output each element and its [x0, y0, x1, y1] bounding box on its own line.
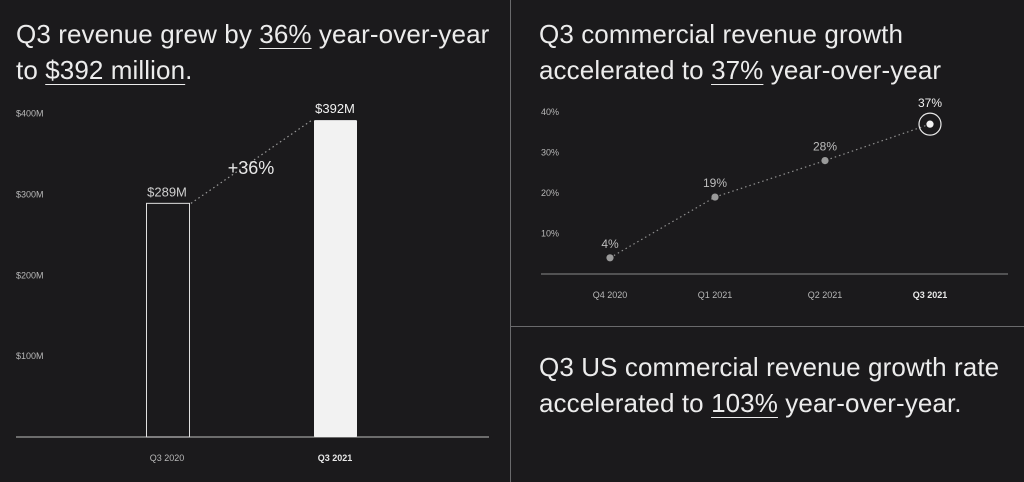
revenue-headline: Q3 revenue grew by 36% year-over-year to… [16, 16, 496, 88]
commercial-panel: Q3 commercial revenue growth accelerated… [511, 0, 1024, 326]
x-tick-label: Q3 2020 [150, 453, 185, 463]
headline-text: Q3 US commercial revenue growth rate acc… [539, 352, 1000, 418]
data-point [926, 120, 934, 128]
headline-text: Q3 commercial revenue growth accelerated… [539, 19, 904, 85]
horizontal-divider [511, 326, 1024, 327]
y-tick-label: $200M [16, 270, 44, 280]
headline-text: year-over-year. [777, 388, 962, 418]
y-tick-label: 10% [541, 229, 559, 239]
highlight-ring [918, 112, 942, 136]
vertical-divider [510, 0, 511, 482]
y-tick-label: 20% [541, 188, 559, 198]
headline-highlight-revenue: $392 million [45, 55, 186, 85]
y-tick-label: $100M [16, 351, 44, 361]
x-tick-label: Q1 2021 [698, 290, 733, 300]
headline-text: . [185, 55, 193, 85]
headline-highlight-growth: 103% [711, 388, 778, 418]
x-tick-label: Q3 2021 [913, 290, 948, 300]
data-point [606, 254, 614, 262]
revenue-bar-chart: $100M $200M $300M $400M $289M Q3 2020 $392M Q3 … [16, 101, 489, 463]
bar-value-label: $392M [315, 101, 355, 116]
bar-q3-2020 [146, 202, 190, 438]
us-commercial-panel: Q3 US commercial revenue growth rate acc… [511, 327, 1024, 482]
y-tick-label: 30% [541, 148, 559, 158]
headline-text: year-over-year to [16, 19, 490, 85]
headline-text: Q3 revenue grew by [16, 19, 260, 49]
commercial-headline: Q3 commercial revenue growth accelerated… [539, 16, 1009, 88]
x-tick-label: Q3 2021 [318, 453, 353, 463]
y-tick-label: 40% [541, 107, 559, 117]
data-point-label: 19% [703, 176, 727, 190]
bar-q3-2021 [314, 120, 357, 438]
commercial-growth-line-chart: 10% 20% 30% 40% 4% Q4 2020 19% Q1 2021 28% Q2 202… [541, 96, 1008, 300]
growth-connector-line [190, 119, 313, 204]
y-tick-label: $400M [16, 109, 44, 119]
growth-label: +36% [228, 158, 275, 178]
x-tick-label: Q2 2021 [808, 290, 843, 300]
us-commercial-headline: Q3 US commercial revenue growth rate acc… [539, 349, 1009, 421]
data-point-label: 37% [918, 96, 942, 110]
data-point [711, 193, 719, 201]
x-tick-label: Q4 2020 [593, 290, 628, 300]
headline-text: year-over-year [763, 55, 942, 85]
revenue-panel: Q3 revenue grew by 36% year-over-year to… [0, 0, 510, 482]
data-point [821, 157, 829, 165]
data-point-label: 4% [601, 237, 619, 251]
y-tick-label: $300M [16, 189, 44, 199]
data-point-label: 28% [813, 140, 837, 154]
series-line [609, 123, 931, 259]
bar-value-label: $289M [147, 184, 187, 199]
headline-highlight-growth: 37% [711, 55, 764, 85]
headline-highlight-growth: 36% [259, 19, 312, 49]
